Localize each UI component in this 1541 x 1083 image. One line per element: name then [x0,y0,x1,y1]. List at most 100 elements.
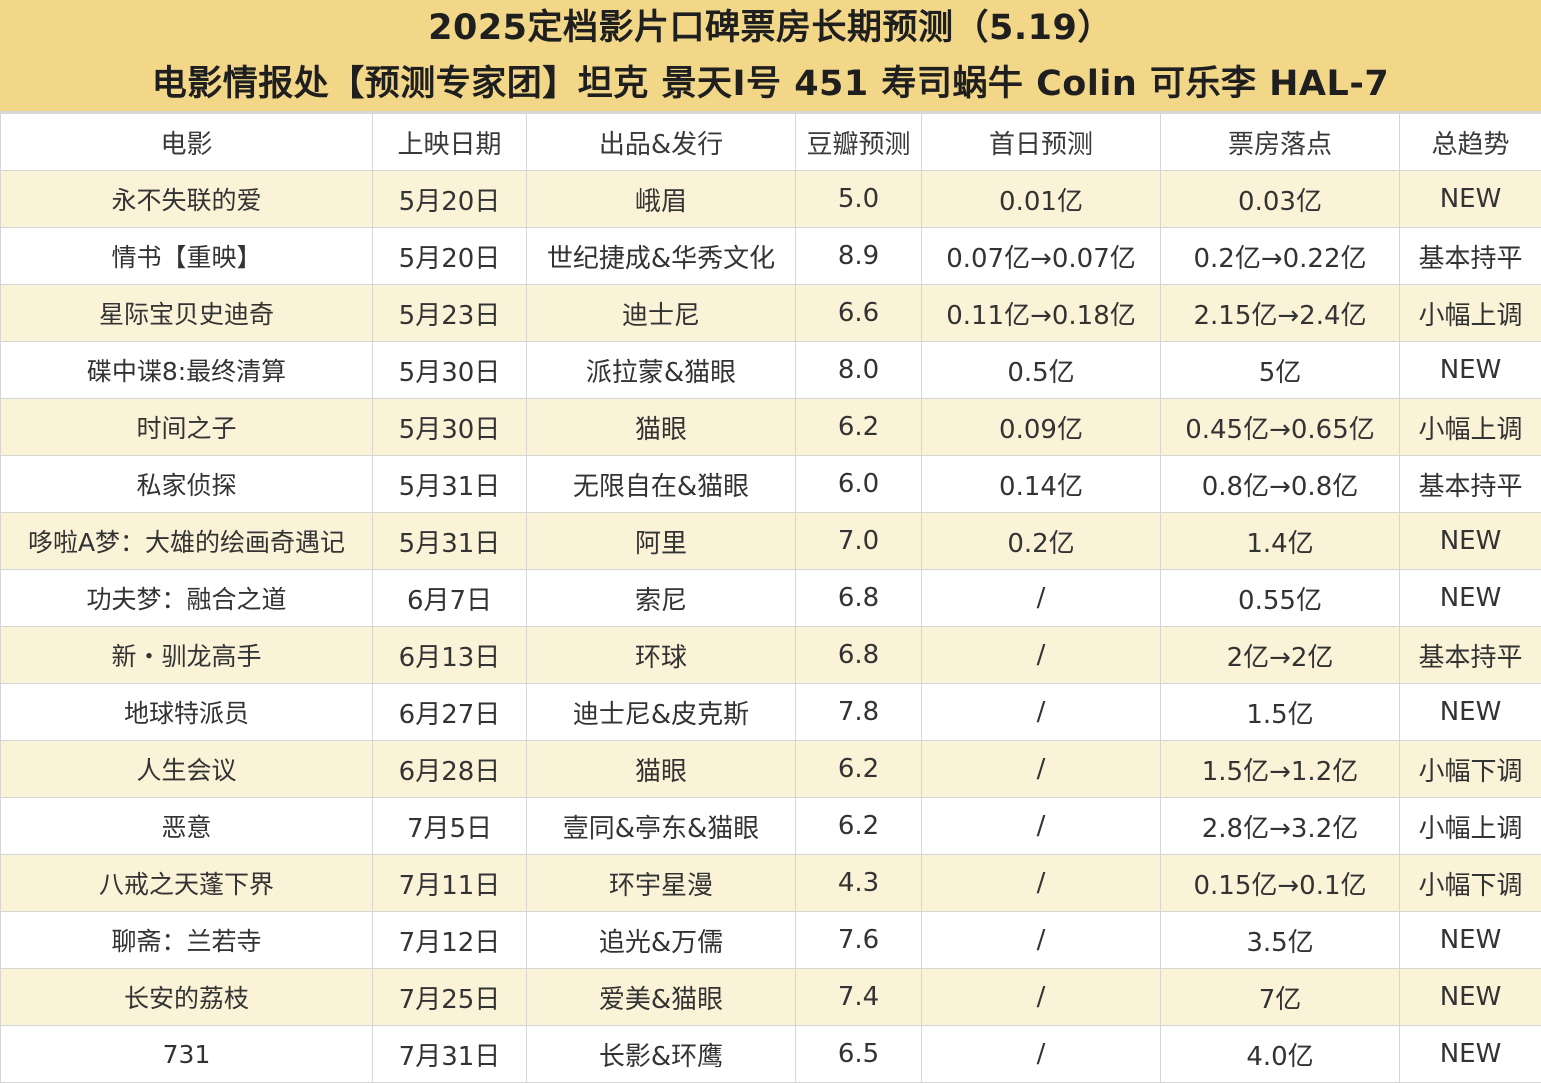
cell-movie: 情书【重映】 [1,228,373,285]
cell-first-day: 0.5亿 [922,342,1161,399]
cell-distributor: 阿里 [527,513,796,570]
column-header-box-office: 票房落点 [1161,114,1400,171]
cell-box-office: 5亿 [1161,342,1400,399]
cell-douban: 7.8 [796,684,922,741]
cell-douban: 6.5 [796,1026,922,1083]
cell-date: 5月30日 [373,342,527,399]
cell-box-office: 0.03亿 [1161,171,1400,228]
cell-first-day: / [922,570,1161,627]
cell-trend: 小幅下调 [1400,741,1541,798]
table-header-banner: 2025定档影片口碑票房长期预测（5.19） 电影情报处【预测专家团】坦克 景天… [0,0,1541,113]
cell-movie: 恶意 [1,798,373,855]
cell-douban: 6.8 [796,627,922,684]
cell-distributor: 世纪捷成&华秀文化 [527,228,796,285]
column-header-date: 上映日期 [373,114,527,171]
table-header-row: 电影 上映日期 出品&发行 豆瓣预测 首日预测 票房落点 总趋势 [1,114,1541,171]
cell-distributor: 环宇星漫 [527,855,796,912]
cell-movie: 731 [1,1026,373,1083]
cell-box-office: 3.5亿 [1161,912,1400,969]
cell-first-day: 0.09亿 [922,399,1161,456]
cell-date: 6月27日 [373,684,527,741]
cell-first-day: / [922,627,1161,684]
cell-first-day: / [922,969,1161,1026]
cell-douban: 6.8 [796,570,922,627]
cell-date: 5月20日 [373,171,527,228]
cell-movie: 时间之子 [1,399,373,456]
cell-date: 5月23日 [373,285,527,342]
cell-movie: 地球特派员 [1,684,373,741]
column-header-douban: 豆瓣预测 [796,114,922,171]
cell-douban: 4.3 [796,855,922,912]
cell-douban: 6.0 [796,456,922,513]
cell-trend: NEW [1400,684,1541,741]
cell-date: 5月31日 [373,456,527,513]
column-header-trend: 总趋势 [1400,114,1541,171]
cell-douban: 8.9 [796,228,922,285]
cell-first-day: 0.01亿 [922,171,1161,228]
cell-date: 7月31日 [373,1026,527,1083]
cell-douban: 8.0 [796,342,922,399]
cell-distributor: 无限自在&猫眼 [527,456,796,513]
cell-box-office: 4.0亿 [1161,1026,1400,1083]
cell-trend: 小幅上调 [1400,399,1541,456]
cell-first-day: / [922,798,1161,855]
cell-distributor: 峨眉 [527,171,796,228]
cell-movie: 人生会议 [1,741,373,798]
cell-douban: 6.2 [796,798,922,855]
cell-date: 6月13日 [373,627,527,684]
cell-date: 5月20日 [373,228,527,285]
cell-distributor: 索尼 [527,570,796,627]
cell-movie: 功夫梦：融合之道 [1,570,373,627]
cell-distributor: 猫眼 [527,399,796,456]
column-header-first-day: 首日预测 [922,114,1161,171]
cell-distributor: 迪士尼&皮克斯 [527,684,796,741]
cell-box-office: 0.45亿→0.65亿 [1161,399,1400,456]
cell-box-office: 1.4亿 [1161,513,1400,570]
cell-distributor: 猫眼 [527,741,796,798]
cell-trend: NEW [1400,171,1541,228]
cell-movie: 永不失联的爱 [1,171,373,228]
cell-movie: 新・驯龙高手 [1,627,373,684]
cell-douban: 5.0 [796,171,922,228]
cell-distributor: 长影&环鹰 [527,1026,796,1083]
cell-box-office: 1.5亿 [1161,684,1400,741]
cell-box-office: 7亿 [1161,969,1400,1026]
cell-date: 6月28日 [373,741,527,798]
cell-trend: NEW [1400,1026,1541,1083]
cell-date: 7月25日 [373,969,527,1026]
cell-date: 7月5日 [373,798,527,855]
cell-distributor: 爱美&猫眼 [527,969,796,1026]
cell-first-day: / [922,741,1161,798]
cell-movie: 八戒之天蓬下界 [1,855,373,912]
cell-first-day: 0.2亿 [922,513,1161,570]
cell-box-office: 0.55亿 [1161,570,1400,627]
cell-trend: NEW [1400,570,1541,627]
cell-date: 5月31日 [373,513,527,570]
cell-douban: 6.2 [796,741,922,798]
cell-first-day: / [922,912,1161,969]
column-header-distributor: 出品&发行 [527,114,796,171]
cell-movie: 私家侦探 [1,456,373,513]
cell-movie: 长安的荔枝 [1,969,373,1026]
cell-box-office: 1.5亿→1.2亿 [1161,741,1400,798]
page-title: 2025定档影片口碑票房长期预测（5.19） [0,6,1541,50]
cell-box-office: 0.15亿→0.1亿 [1161,855,1400,912]
cell-first-day: 0.07亿→0.07亿 [922,228,1161,285]
cell-trend: 基本持平 [1400,456,1541,513]
cell-trend: NEW [1400,969,1541,1026]
